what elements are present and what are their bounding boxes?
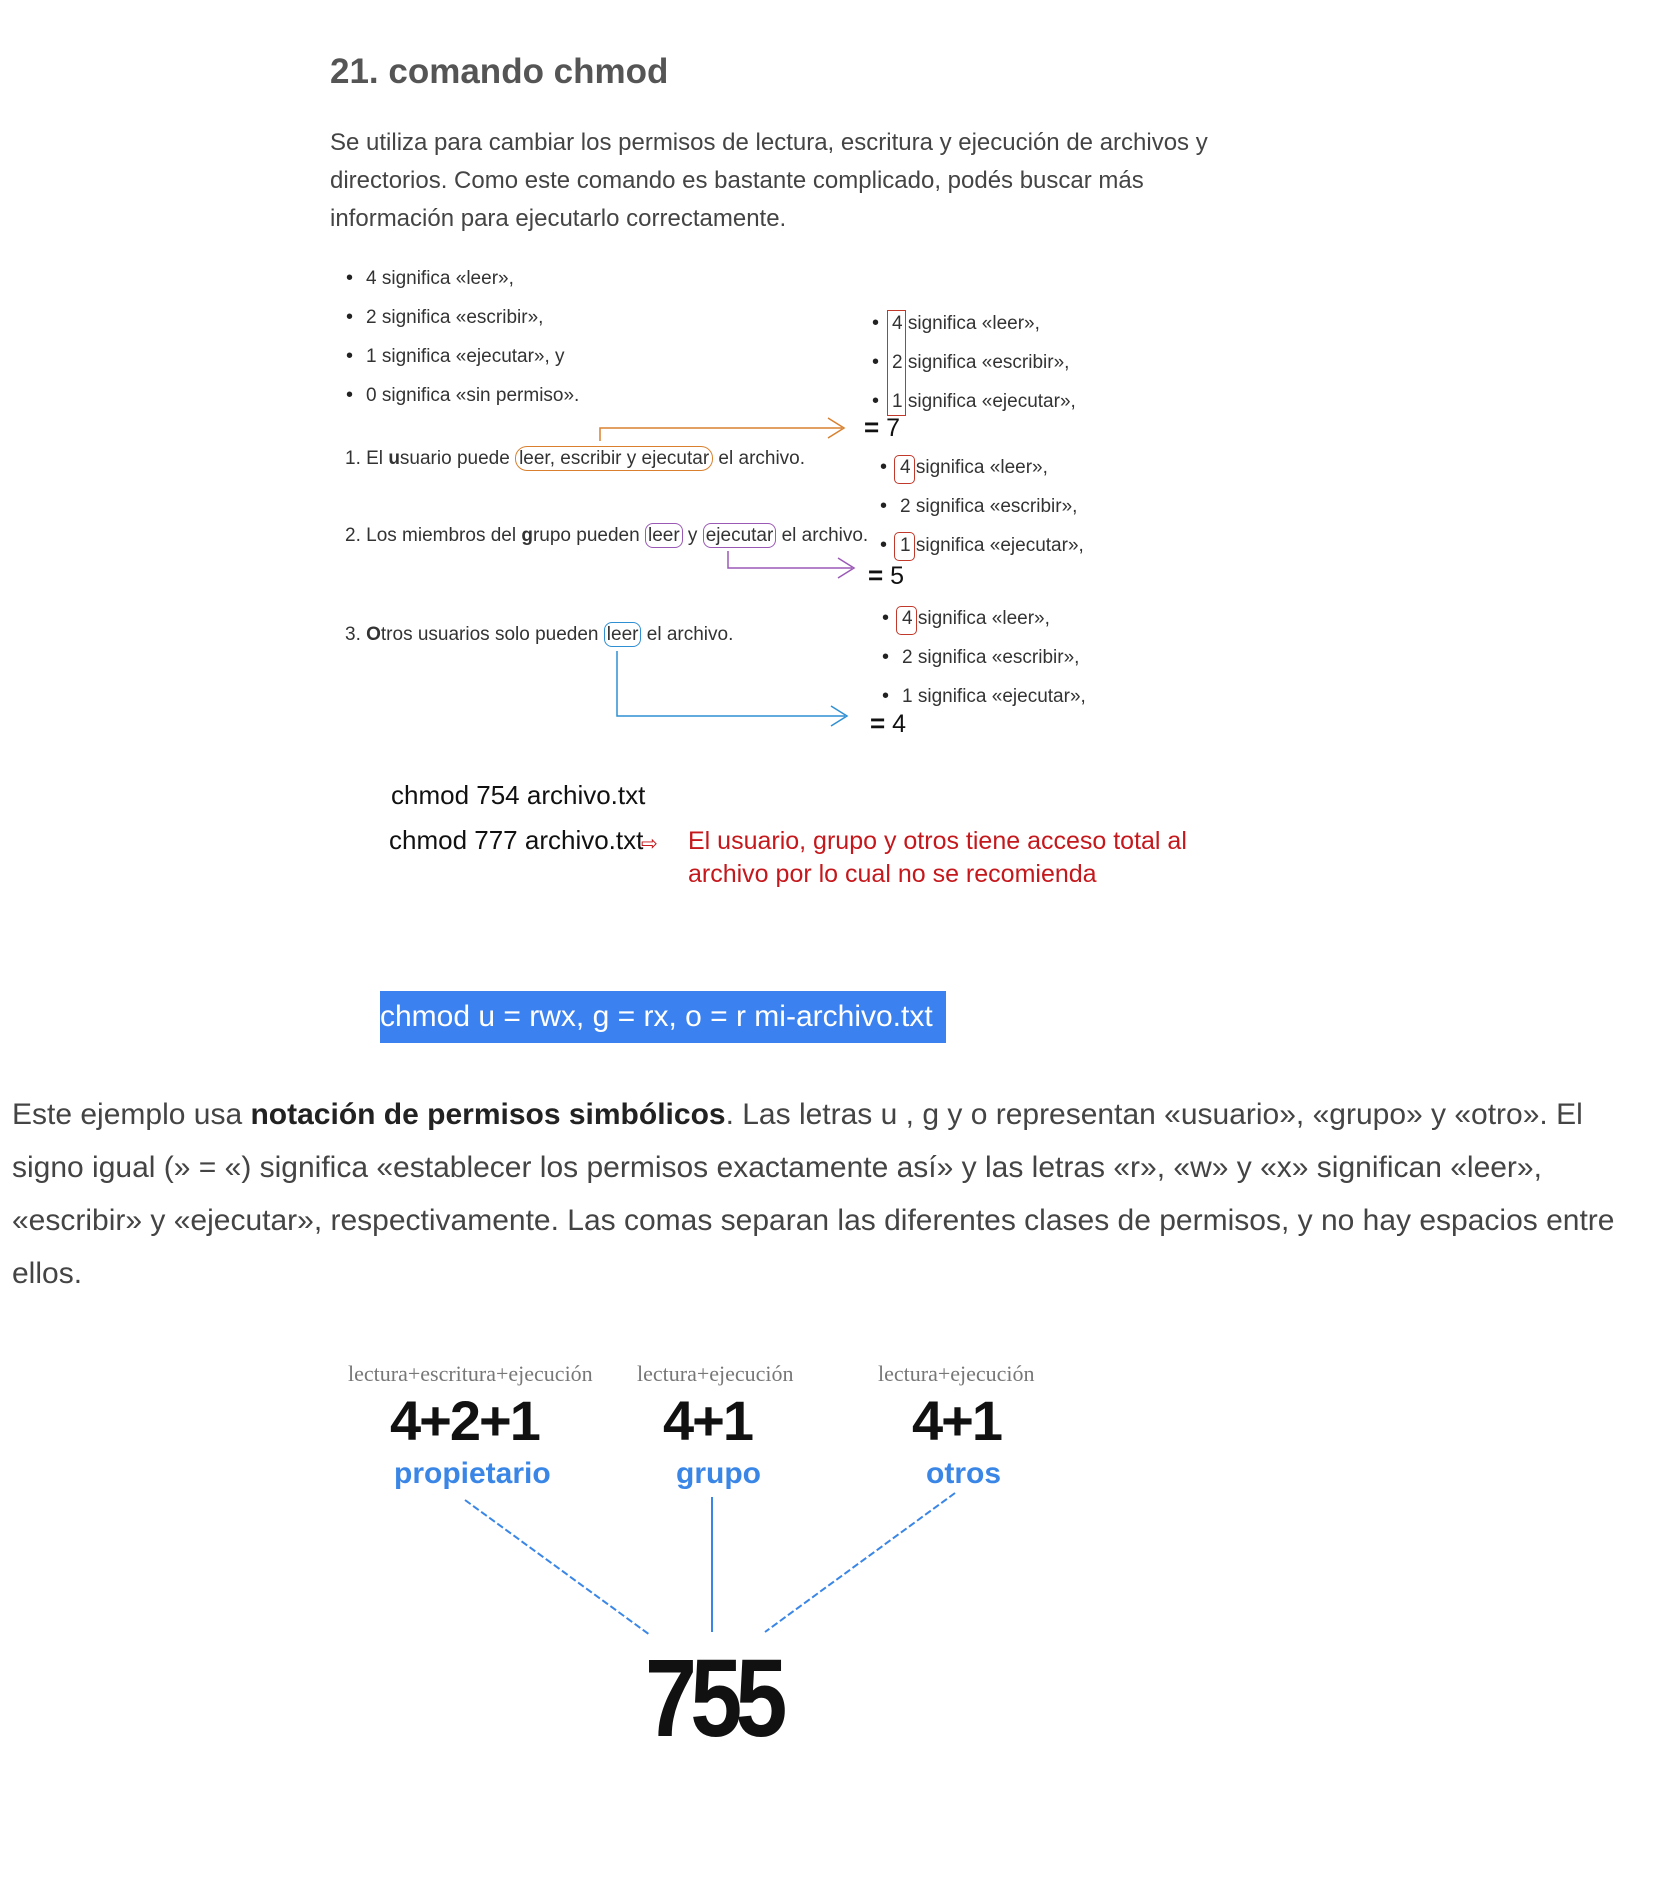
- user-arrow: [599, 427, 842, 441]
- group-exec-digit-box: [894, 532, 915, 561]
- command-777: chmod 777 archivo.txt: [389, 825, 644, 855]
- user-write-line: 2 significa «escribir»,: [872, 351, 1069, 374]
- others-sum-value: 4+1: [912, 1389, 1003, 1452]
- owner-label: lectura+escritura+ejecución: [348, 1361, 593, 1386]
- others-label: lectura+ejecución: [878, 1361, 1035, 1386]
- intro-paragraph: Se utiliza para cambiar los permisos de …: [330, 129, 1208, 232]
- user-read-line: 4 significa «leer»,: [872, 312, 1040, 335]
- symbolic-command-highlight: chmod u = rwx, g = rx, o = r mi-archivo.…: [380, 991, 946, 1043]
- perm-list-item: 4 significa «leer»,: [346, 267, 514, 290]
- group-exec-line: 1 significa «ejecutar»,: [880, 534, 1084, 557]
- user-arrowhead: [827, 417, 846, 439]
- user-sum: = 7: [864, 412, 901, 442]
- group-exec-highlight: ejecutar: [702, 523, 777, 548]
- others-read-highlight: leer: [603, 622, 642, 647]
- group-sum-value: 4+1: [663, 1389, 754, 1452]
- perm-list-item: 0 significa «sin permiso».: [346, 384, 579, 407]
- command-754: chmod 754 archivo.txt: [391, 780, 646, 810]
- others-read-digit-box: [896, 606, 917, 635]
- group-read-digit-box: [894, 455, 915, 484]
- group-arrowhead: [837, 557, 856, 579]
- others-read-line: 4 significa «leer»,: [882, 607, 1050, 630]
- others-sum: = 4: [870, 708, 907, 738]
- diagram-lines: [464, 1492, 956, 1636]
- others-write-line: 2 significa «escribir»,: [882, 646, 1079, 669]
- section-heading: 21. comando chmod: [330, 52, 669, 91]
- step-others: 3. Otros usuarios solo pueden leer el ar…: [345, 622, 734, 647]
- others-line: [764, 1492, 956, 1633]
- user-exec-line: 1 significa «ejecutar»,: [872, 390, 1076, 413]
- warning-arrow-icon: ⇨: [641, 833, 658, 855]
- group-name: grupo: [676, 1457, 761, 1490]
- others-name: otros: [926, 1457, 1001, 1490]
- owner-name: propietario: [394, 1457, 551, 1490]
- group-sum: = 5: [868, 560, 905, 590]
- group-read-highlight: leer: [644, 523, 683, 548]
- owner-line: [464, 1499, 651, 1636]
- group-arrow: [727, 551, 852, 569]
- group-read-line: 4 significa «leer»,: [880, 456, 1048, 479]
- warning-note: El usuario, grupo y otros tiene acceso t…: [688, 827, 1187, 888]
- others-arrow: [616, 651, 845, 717]
- user-permissions-highlight: leer, escribir y ejecutar: [515, 446, 714, 471]
- group-label: lectura+ejecución: [637, 1361, 794, 1386]
- owner-sum: 4+2+1: [390, 1389, 541, 1452]
- step-group: 2. Los miembros del grupo pueden leer y …: [345, 523, 869, 548]
- perm-list-item: 2 significa «escribir»,: [346, 306, 543, 329]
- others-arrowhead: [830, 705, 849, 727]
- result-755: 755: [645, 1637, 787, 1760]
- symbolic-explanation: Este ejemplo usa notación de permisos si…: [12, 1098, 1615, 1290]
- others-exec-line: 1 significa «ejecutar»,: [882, 685, 1086, 708]
- group-write-line: 2 significa «escribir»,: [880, 495, 1077, 518]
- user-digits-box: [887, 310, 906, 416]
- perm-list-item: 1 significa «ejecutar», y: [346, 345, 565, 368]
- step-user: 1. El usuario puede leer, escribir y eje…: [345, 446, 806, 471]
